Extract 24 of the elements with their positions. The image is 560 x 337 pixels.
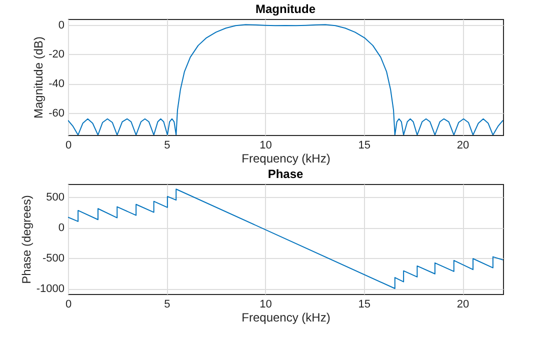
x-axis-title: Frequency (kHz) — [242, 152, 330, 166]
y-tick-label: -500 — [42, 252, 64, 265]
line-series — [68, 188, 503, 290]
y-tick-label: -40 — [48, 78, 64, 90]
y-axis-title: Magnitude (dB) — [32, 36, 46, 119]
chart-title: Magnitude — [256, 2, 316, 16]
x-tick-label: 5 — [164, 140, 170, 152]
x-tick-label: 10 — [260, 298, 272, 310]
y-tick-label: 0 — [58, 19, 64, 32]
line-series — [68, 24, 503, 135]
x-tick-label: 15 — [358, 298, 371, 310]
y-axis-title: Phase (degrees) — [19, 195, 34, 284]
x-tick-label: 10 — [260, 140, 272, 152]
x-tick-label: 5 — [164, 298, 170, 310]
y-tick-label: -1000 — [36, 283, 64, 296]
y-tick-label: 500 — [46, 192, 64, 204]
y-tick-label: 0 — [58, 222, 64, 234]
x-axis-title: Frequency (kHz) — [242, 310, 330, 324]
y-tick-label: -20 — [48, 48, 64, 61]
x-tick-label: 15 — [358, 140, 371, 152]
chart-title: Phase — [268, 167, 304, 181]
y-tick-label: -60 — [48, 107, 64, 120]
x-tick-label: 20 — [456, 140, 470, 152]
x-tick-label: 20 — [456, 298, 470, 310]
